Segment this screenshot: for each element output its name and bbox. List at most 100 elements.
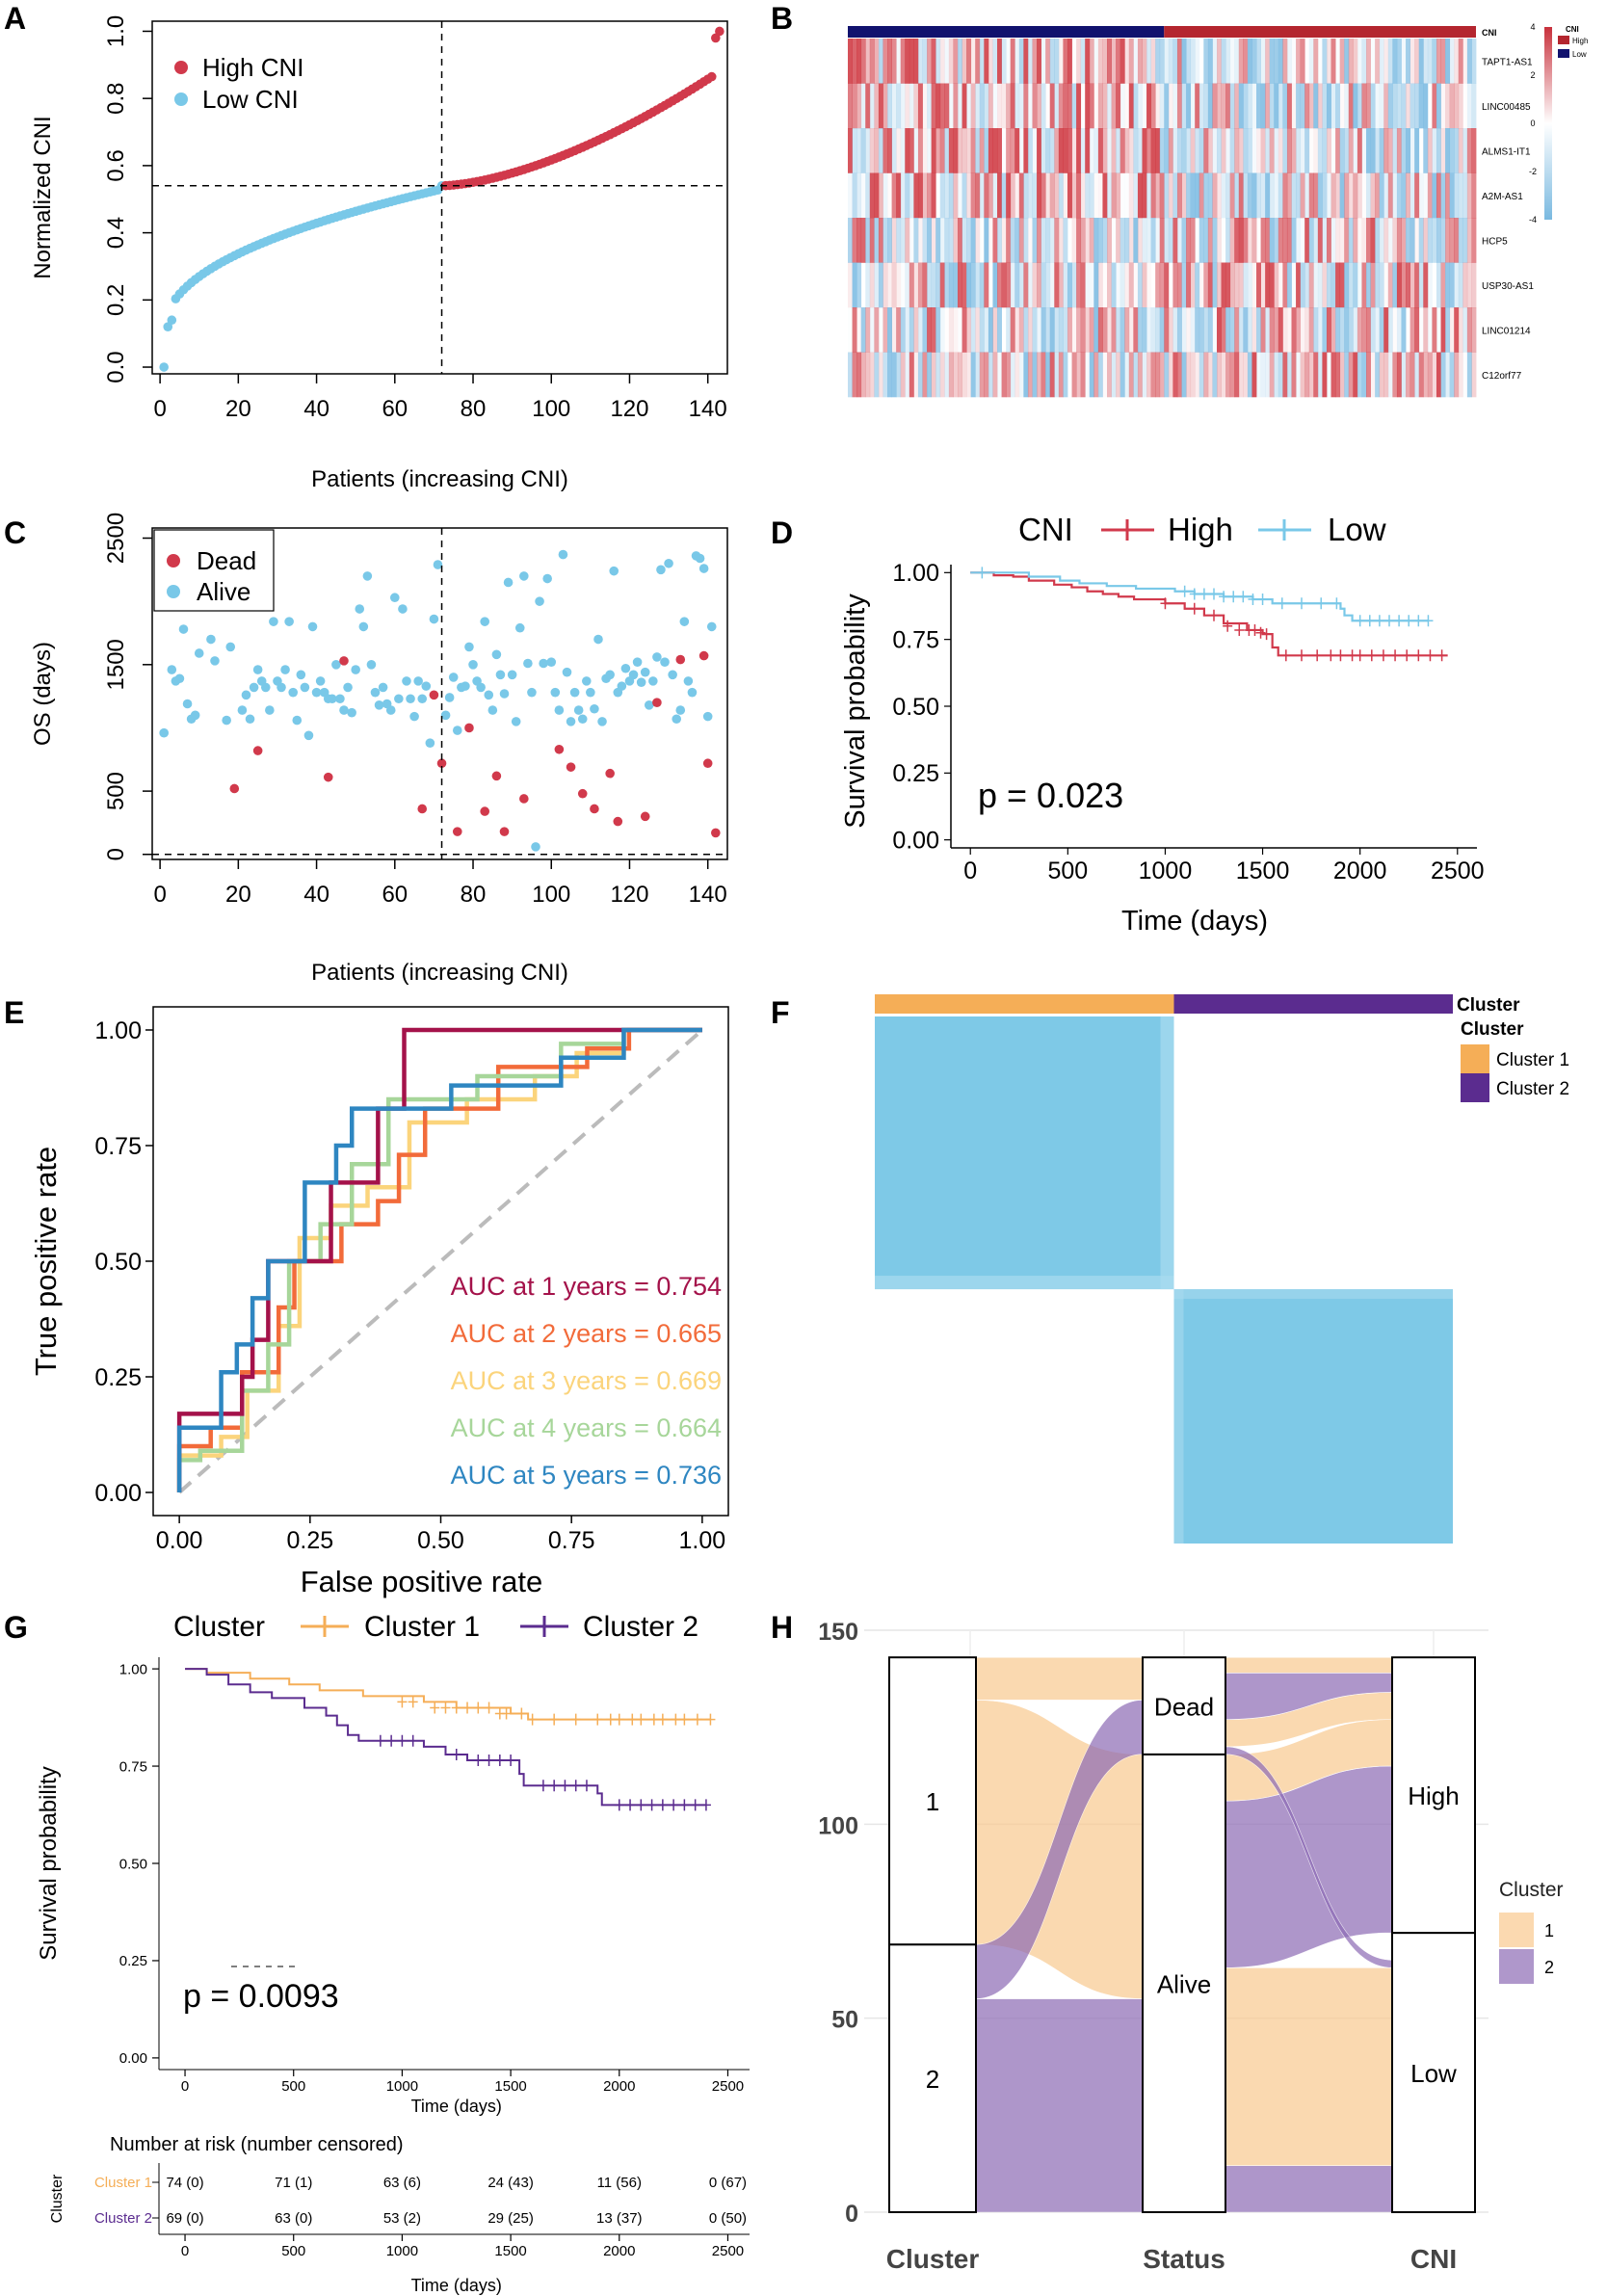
heat-cell bbox=[1471, 352, 1477, 398]
heat-cell bbox=[1032, 218, 1038, 263]
heat-cell bbox=[1155, 83, 1161, 129]
heat-cell bbox=[1085, 352, 1091, 398]
alive-point bbox=[378, 682, 388, 693]
heat-cell bbox=[1326, 83, 1331, 129]
heat-cell bbox=[1023, 83, 1029, 129]
heat-cell bbox=[1159, 83, 1165, 129]
risk-x-tick-label: 0 bbox=[181, 2243, 189, 2259]
risk-x-axis-label: Time (days) bbox=[411, 2276, 502, 2295]
p-value: p = 0.0093 bbox=[183, 1978, 339, 2015]
heat-cell bbox=[1462, 307, 1468, 353]
heat-cell bbox=[1326, 218, 1331, 263]
censor-mark-2 bbox=[1297, 597, 1306, 610]
heat-cell bbox=[1317, 172, 1323, 219]
heat-cell bbox=[1085, 128, 1091, 173]
heat-cell bbox=[913, 83, 919, 129]
heat-cell bbox=[1282, 352, 1288, 398]
alive-point bbox=[632, 657, 643, 667]
heat-cell bbox=[905, 262, 910, 308]
heat-cell bbox=[1357, 218, 1362, 263]
heat-cell bbox=[1159, 218, 1165, 263]
heat-cell bbox=[1150, 83, 1156, 129]
heat-cell bbox=[957, 39, 962, 84]
heat-cell bbox=[887, 352, 892, 398]
heat-cell bbox=[1370, 307, 1376, 353]
heat-cell bbox=[1308, 307, 1314, 353]
censor-mark-1 bbox=[1250, 623, 1260, 636]
y-tick-label: 0 bbox=[845, 2201, 858, 2228]
heat-cell bbox=[1146, 83, 1152, 129]
stratum-label: Alive bbox=[1157, 1969, 1211, 1998]
heat-cell bbox=[878, 39, 883, 84]
heat-cell bbox=[1361, 173, 1366, 219]
heat-cell bbox=[966, 128, 972, 173]
heat-cell bbox=[1080, 352, 1086, 398]
axis-label: Status bbox=[1143, 2244, 1225, 2274]
dead-point bbox=[429, 690, 439, 700]
heat-cell bbox=[1243, 352, 1249, 398]
heat-cell bbox=[931, 262, 936, 308]
gene-label: C12orf77 bbox=[1482, 371, 1522, 382]
heat-cell bbox=[970, 83, 976, 129]
censor-mark-2 bbox=[570, 1780, 581, 1792]
heat-cell bbox=[953, 218, 959, 263]
heat-cell bbox=[1080, 218, 1086, 263]
heat-cell bbox=[1093, 39, 1099, 84]
heat-cell bbox=[948, 307, 954, 353]
heat-cell bbox=[874, 128, 880, 173]
censor-mark-1 bbox=[440, 1702, 451, 1714]
alive-point bbox=[225, 642, 236, 652]
heat-cell bbox=[1243, 218, 1249, 263]
block-edge-1h bbox=[875, 1276, 1174, 1290]
heat-cell bbox=[1357, 262, 1362, 308]
heat-cell bbox=[1195, 128, 1200, 173]
heat-cell bbox=[931, 218, 936, 263]
color-scale-bar bbox=[1544, 27, 1552, 220]
heat-cell bbox=[1155, 39, 1161, 84]
km-curve-1 bbox=[185, 1668, 711, 1721]
heat-cell bbox=[1067, 172, 1072, 219]
censor-mark-2 bbox=[1413, 615, 1424, 627]
heat-cell bbox=[1080, 307, 1086, 353]
alive-point bbox=[487, 705, 498, 715]
censor-mark-1 bbox=[1402, 649, 1412, 662]
heat-cell bbox=[1409, 83, 1415, 129]
heat-cell bbox=[966, 83, 972, 129]
legend-swatch-1 bbox=[1461, 1044, 1489, 1073]
heat-cell bbox=[1278, 39, 1283, 84]
panel-letter-h: H bbox=[771, 1610, 793, 1645]
legend-swatch-1 bbox=[1499, 1913, 1534, 1947]
heat-cell bbox=[1379, 218, 1384, 263]
y-tick-label: 100 bbox=[818, 1812, 858, 1839]
heat-cell bbox=[1203, 262, 1209, 308]
heat-cell bbox=[1181, 83, 1187, 129]
heat-cell bbox=[1396, 172, 1402, 219]
heat-cell bbox=[944, 262, 950, 308]
heat-cell bbox=[1330, 172, 1336, 219]
cni-annotation-high bbox=[1164, 26, 1476, 38]
heat-cell bbox=[1076, 172, 1082, 219]
heat-cell bbox=[1370, 39, 1376, 84]
alive-point bbox=[394, 694, 404, 704]
heat-cell bbox=[1133, 39, 1139, 84]
heat-cell bbox=[1339, 352, 1345, 398]
heat-cell bbox=[1387, 172, 1393, 219]
heat-cell bbox=[1379, 172, 1384, 219]
heat-cell bbox=[1300, 39, 1305, 84]
legend-label-high: High bbox=[1168, 512, 1233, 547]
heat-cell bbox=[1243, 307, 1249, 353]
heat-cell bbox=[1037, 172, 1042, 219]
heat-cell bbox=[909, 172, 914, 219]
heat-cell bbox=[1037, 128, 1042, 173]
heat-cell bbox=[1387, 83, 1393, 129]
alive-point bbox=[491, 649, 502, 660]
heat-cell bbox=[1089, 352, 1094, 398]
heat-cell bbox=[1207, 83, 1213, 129]
censor-mark-1 bbox=[1234, 623, 1245, 636]
heat-cell bbox=[1142, 172, 1147, 219]
censor-mark-1 bbox=[1223, 620, 1233, 632]
alive-point bbox=[702, 711, 713, 722]
heat-cell bbox=[1296, 172, 1302, 219]
heat-cell bbox=[997, 39, 1002, 84]
heat-cell bbox=[848, 352, 853, 398]
